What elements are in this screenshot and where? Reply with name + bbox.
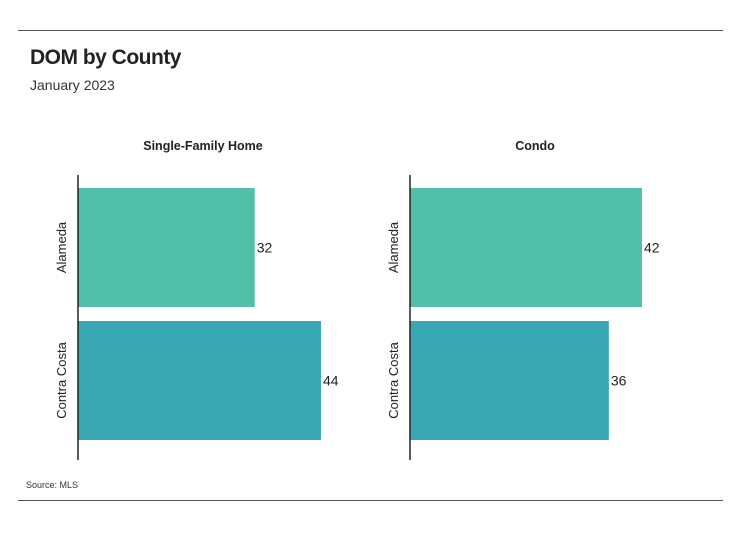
panel-title: Condo (515, 139, 555, 153)
panel-title: Single-Family Home (143, 139, 263, 153)
bar (410, 321, 609, 440)
bar-value-label: 36 (611, 373, 627, 389)
category-label: Alameda (54, 221, 69, 273)
category-label: Contra Costa (54, 341, 69, 418)
category-label: Contra Costa (386, 341, 401, 418)
source-note: Source: MLS (26, 480, 79, 490)
chart-subtitle: January 2023 (30, 77, 115, 93)
category-label: Alameda (386, 221, 401, 273)
chart-panel-0: Single-Family Home 32 Alameda 44 Contra Cost… (54, 139, 339, 460)
bar (78, 188, 255, 307)
bar (410, 188, 642, 307)
top-rule (18, 30, 723, 31)
chart-panel-1: Condo 42 Alameda 36 Contra Costa (386, 139, 660, 460)
bottom-rule (18, 500, 723, 501)
bar-value-label: 44 (323, 373, 339, 389)
bar (78, 321, 321, 440)
chart-title: DOM by County (30, 46, 182, 69)
bar-value-label: 32 (257, 240, 273, 256)
bar-value-label: 42 (644, 240, 660, 256)
